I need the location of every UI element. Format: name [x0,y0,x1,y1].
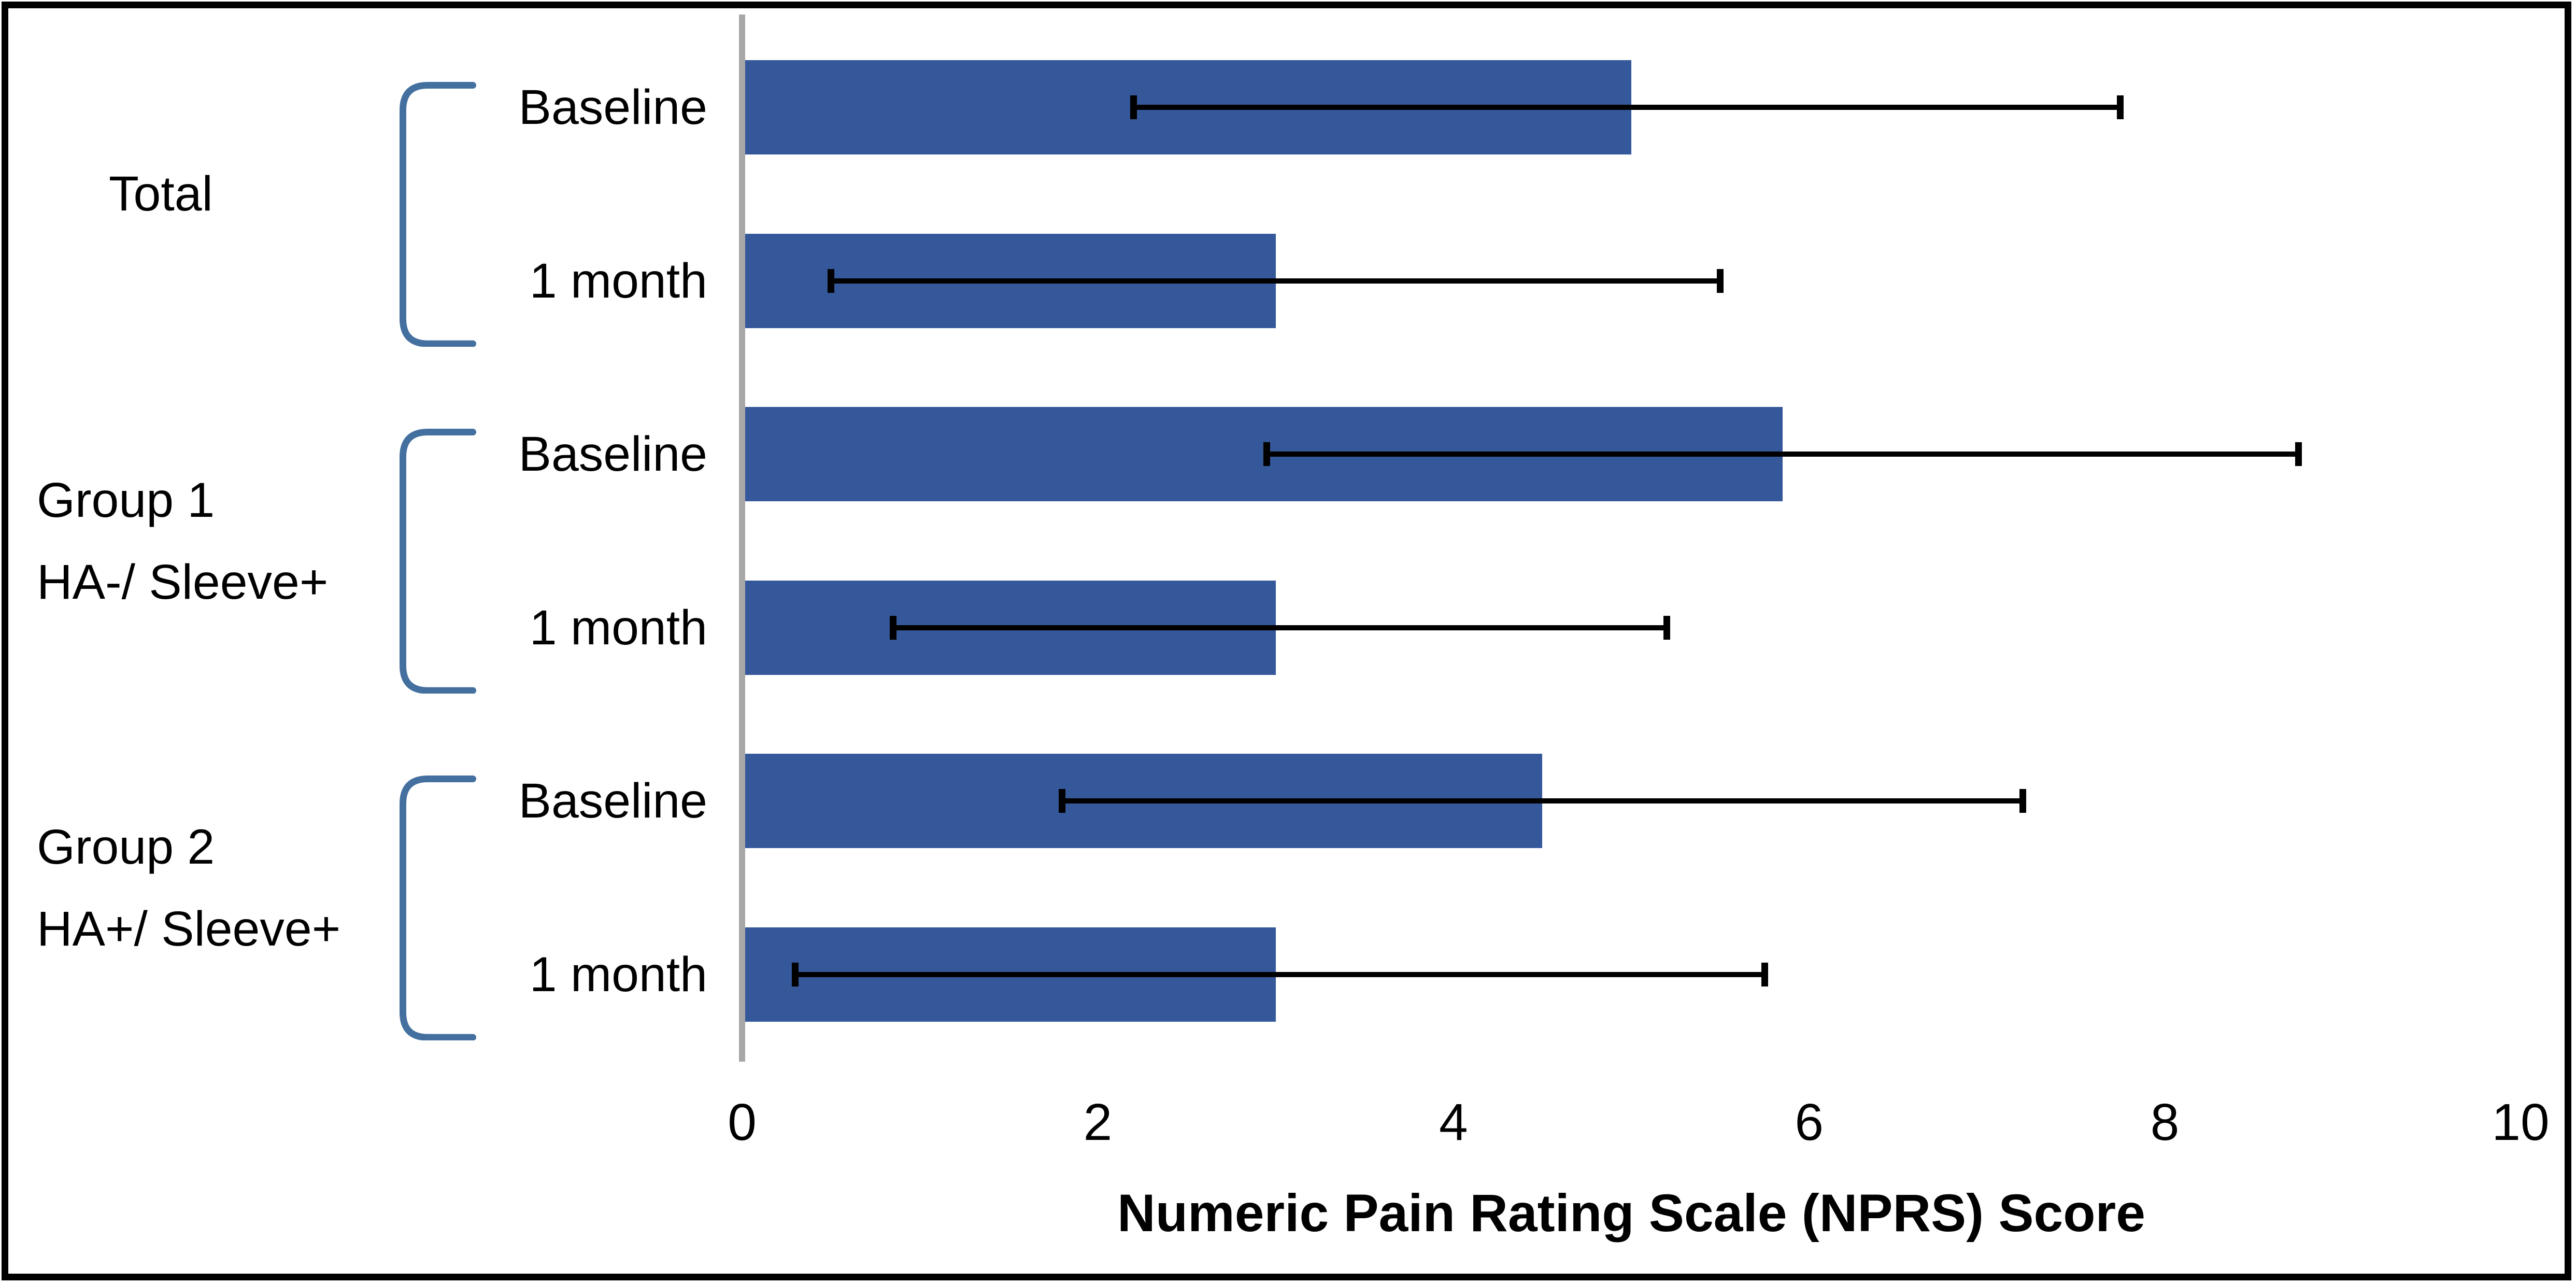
error-bar-cap-high [1761,963,1768,986]
error-bar-cap-low [828,269,835,293]
x-tick-label: 2 [1083,1093,1113,1151]
group-bracket [399,428,476,694]
row-label: Baseline [518,427,707,482]
group-label-line: Total [109,166,213,222]
x-tick-label: 8 [2150,1093,2180,1151]
error-bar-cap-high [1663,615,1671,640]
error-bar-cap-high [2019,789,2026,813]
row-label: Baseline [518,80,707,135]
zero-axis-line [739,15,745,1062]
error-bar-cap-low [792,963,799,986]
group-bracket-path [399,81,476,347]
x-tick-label: 4 [1439,1093,1468,1151]
error-bar-line [1266,452,2298,457]
group-label-line: Group 1 [37,472,215,528]
x-tick-label: 6 [1795,1093,1824,1151]
group-bracket-path [399,428,476,694]
group-label: Group 1 HA-/ Sleeve+ [37,459,529,623]
error-bar-cap-high [2295,442,2302,467]
error-bar-line [1062,798,2023,804]
error-bar-cap-high [2117,95,2124,119]
error-bar-line [795,972,1765,977]
group-label: Total [109,153,601,235]
group-bracket-path [399,775,476,1041]
group-label-line: HA+/ Sleeve+ [37,901,341,956]
row-label: 1 month [529,947,707,1002]
group-bracket [399,81,476,347]
x-tick-label: 0 [728,1093,757,1151]
error-bar-cap-low [1130,95,1137,119]
group-bracket [399,775,476,1041]
error-bar-line [1133,105,2120,110]
error-bar-cap-low [1263,442,1270,467]
error-bar-cap-low [890,615,897,640]
x-axis-title: Numeric Pain Rating Scale (NPRS) Score [1117,1183,2145,1243]
group-label-line: HA-/ Sleeve+ [37,554,329,610]
group-label-line: Group 2 [37,819,215,875]
row-label: Baseline [518,773,707,829]
error-bar-cap-low [1059,789,1066,813]
error-bar-line [831,278,1720,284]
row-label: 1 month [529,253,707,308]
error-bar-cap-high [1717,269,1724,293]
error-bar-line [893,625,1667,630]
x-tick-label: 10 [2492,1093,2550,1151]
row-label: 1 month [529,600,707,655]
group-label: Group 2 HA+/ Sleeve+ [37,806,529,970]
